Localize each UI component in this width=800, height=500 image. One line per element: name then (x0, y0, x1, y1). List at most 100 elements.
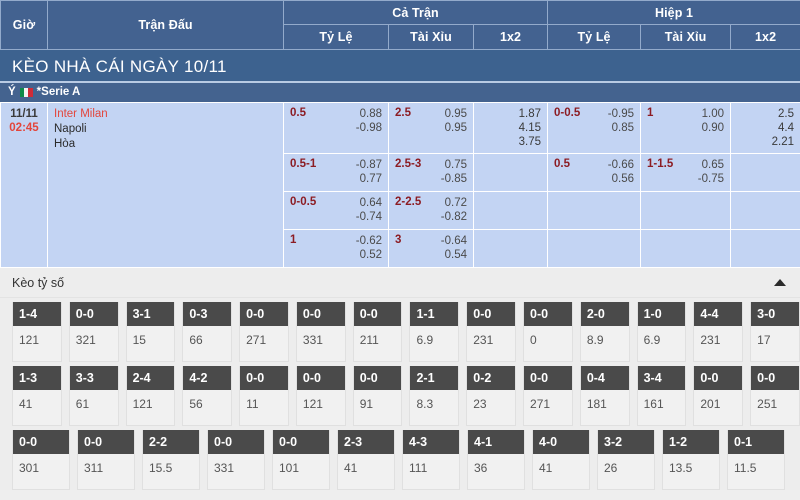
score-chip[interactable]: 2-2 (143, 430, 199, 454)
score-chip[interactable]: 3-0 (751, 302, 799, 326)
score-odds-item[interactable]: 2-3 41 (337, 430, 395, 490)
score-odds-item[interactable]: 1-2 13.5 (662, 430, 720, 490)
score-odds-item[interactable]: 4-4 231 (693, 302, 744, 362)
table-row[interactable]: 1 -0.62 0.52 3 -0.64 0.54 (1, 229, 800, 268)
score-odds-item[interactable]: 0-3 66 (182, 302, 233, 362)
odd-value[interactable]: 2.5 (778, 108, 794, 120)
cell-ft-1x2[interactable]: 1.87 4.15 3.75 (473, 102, 548, 154)
score-odds-item[interactable]: 0-0 311 (77, 430, 135, 490)
score-price[interactable]: 8.3 (416, 397, 434, 411)
score-price[interactable]: 201 (700, 397, 721, 411)
col-header-ft-overunder[interactable]: Tài Xỉu (388, 24, 474, 50)
odd-value[interactable]: 1.00 (701, 108, 724, 120)
score-chip[interactable]: 0-0 (240, 302, 288, 326)
cell-ft-overunder[interactable]: 2.5-3 0.75 -0.85 (388, 153, 474, 192)
score-chip[interactable]: 2-3 (338, 430, 394, 454)
odd-value[interactable]: 0.88 (359, 108, 382, 120)
odd-value[interactable]: 0.95 (444, 122, 467, 134)
score-odds-item[interactable]: 1-0 6.9 (636, 302, 687, 362)
score-odds-item[interactable]: 4-1 36 (467, 430, 525, 490)
score-price[interactable]: 271 (530, 397, 551, 411)
odd-value[interactable]: -0.62 (355, 235, 382, 247)
score-chip[interactable]: 4-0 (533, 430, 589, 454)
score-odds-item[interactable]: 0-0 11 (239, 366, 289, 426)
score-chip[interactable]: 4-1 (468, 430, 524, 454)
score-chip[interactable]: 2-0 (580, 302, 629, 326)
cell-ft-handicap[interactable]: 1 -0.62 0.52 (283, 229, 389, 268)
score-chip[interactable]: 1-2 (663, 430, 719, 454)
odd-value[interactable]: 0.54 (444, 249, 467, 261)
caret-up-icon[interactable] (774, 279, 786, 286)
score-odds-item[interactable]: 0-0 321 (68, 302, 119, 362)
score-price[interactable]: 231 (700, 333, 721, 347)
odd-value[interactable]: 0.52 (359, 249, 382, 261)
score-price[interactable]: 17 (757, 333, 771, 347)
col-header-match[interactable]: Trận Đấu (47, 0, 284, 50)
score-price[interactable]: 111 (409, 461, 428, 475)
score-price[interactable]: 23 (473, 397, 487, 411)
score-chip[interactable]: 0-0 (69, 302, 118, 326)
odd-value[interactable]: 0.95 (444, 108, 467, 120)
score-price[interactable]: 161 (643, 397, 664, 411)
score-price[interactable]: 0 (530, 333, 537, 347)
score-chip[interactable]: 0-0 (13, 430, 69, 454)
score-chip[interactable]: 0-0 (524, 366, 572, 390)
col-header-h1-1x2[interactable]: 1x2 (730, 24, 800, 50)
score-chip[interactable]: 0-0 (353, 366, 402, 390)
score-odds-item[interactable]: 4-3 111 (402, 430, 460, 490)
score-chip[interactable]: 0-0 (524, 302, 572, 326)
cell-h1-overunder[interactable]: 1-1.5 0.65 -0.75 (640, 153, 731, 192)
odd-value[interactable]: 0.85 (611, 122, 634, 134)
score-chip[interactable]: 4-3 (403, 430, 459, 454)
col-header-h1-handicap[interactable]: Tỷ Lệ (547, 24, 642, 50)
odd-value[interactable]: -0.64 (440, 235, 467, 247)
score-price[interactable]: 15.5 (149, 461, 173, 475)
score-price[interactable]: 251 (757, 397, 778, 411)
score-price[interactable]: 181 (586, 397, 607, 411)
score-odds-item[interactable]: 0-0 0 (523, 302, 573, 362)
cell-ft-handicap[interactable]: 0-0.5 0.64 -0.74 (283, 191, 389, 230)
score-price[interactable]: 331 (214, 461, 235, 475)
score-price[interactable]: 101 (279, 461, 300, 475)
score-chip[interactable]: 3-4 (637, 366, 686, 390)
score-odds-item[interactable]: 0-1 11.5 (727, 430, 785, 490)
score-price[interactable]: 61 (75, 397, 90, 411)
odd-value[interactable]: 0.65 (701, 159, 724, 171)
odd-value[interactable]: 0.56 (611, 173, 634, 185)
score-price[interactable]: 6.9 (416, 333, 434, 347)
score-odds-header[interactable]: Kèo tỷ số (0, 268, 800, 298)
cell-ft-overunder[interactable]: 2-2.5 0.72 -0.82 (388, 191, 474, 230)
score-odds-item[interactable]: 0-0 121 (295, 366, 346, 426)
score-price[interactable]: 321 (75, 333, 96, 347)
score-odds-item[interactable]: 0-0 231 (466, 302, 517, 362)
cell-ft-overunder[interactable]: 3 -0.64 0.54 (388, 229, 474, 268)
odd-value[interactable]: 0.72 (444, 197, 467, 209)
cell-ft-handicap[interactable]: 0.5 0.88 -0.98 (283, 102, 389, 154)
score-price[interactable]: 13.5 (669, 461, 693, 475)
score-chip[interactable]: 0-0 (296, 302, 345, 326)
score-odds-item[interactable]: 2-2 15.5 (142, 430, 200, 490)
score-chip[interactable]: 0-1 (728, 430, 784, 454)
score-price[interactable]: 6.9 (643, 333, 661, 347)
score-chip[interactable]: 0-0 (296, 366, 345, 390)
score-price[interactable]: 66 (189, 333, 203, 347)
score-odds-item[interactable]: 0-0 271 (239, 302, 289, 362)
score-odds-item[interactable]: 0-0 211 (352, 302, 403, 362)
table-row[interactable]: 11/11 02:45 Inter Milan Napoli Hòa 0.5 0… (0, 102, 800, 268)
score-chip[interactable]: 0-0 (694, 366, 743, 390)
score-chip[interactable]: 3-3 (69, 366, 118, 390)
col-header-time[interactable]: Giờ (0, 0, 48, 50)
home-team[interactable]: Inter Milan (54, 108, 108, 120)
score-price[interactable]: 41 (19, 397, 33, 411)
cell-ft-overunder[interactable]: 2.5 0.95 0.95 (388, 102, 474, 154)
odd-value[interactable]: 1.87 (518, 108, 541, 120)
cell-h1-1x2[interactable]: 2.5 4.4 2.21 (730, 102, 800, 154)
col-header-ft-1x2[interactable]: 1x2 (472, 24, 549, 50)
score-price[interactable]: 311 (84, 461, 104, 475)
odd-value[interactable]: 4.4 (778, 122, 794, 134)
score-odds-item[interactable]: 3-2 26 (597, 430, 655, 490)
score-odds-item[interactable]: 3-0 17 (750, 302, 800, 362)
score-price[interactable]: 121 (132, 397, 153, 411)
odd-value[interactable]: 3.75 (518, 136, 541, 148)
score-odds-item[interactable]: 0-0 271 (523, 366, 573, 426)
